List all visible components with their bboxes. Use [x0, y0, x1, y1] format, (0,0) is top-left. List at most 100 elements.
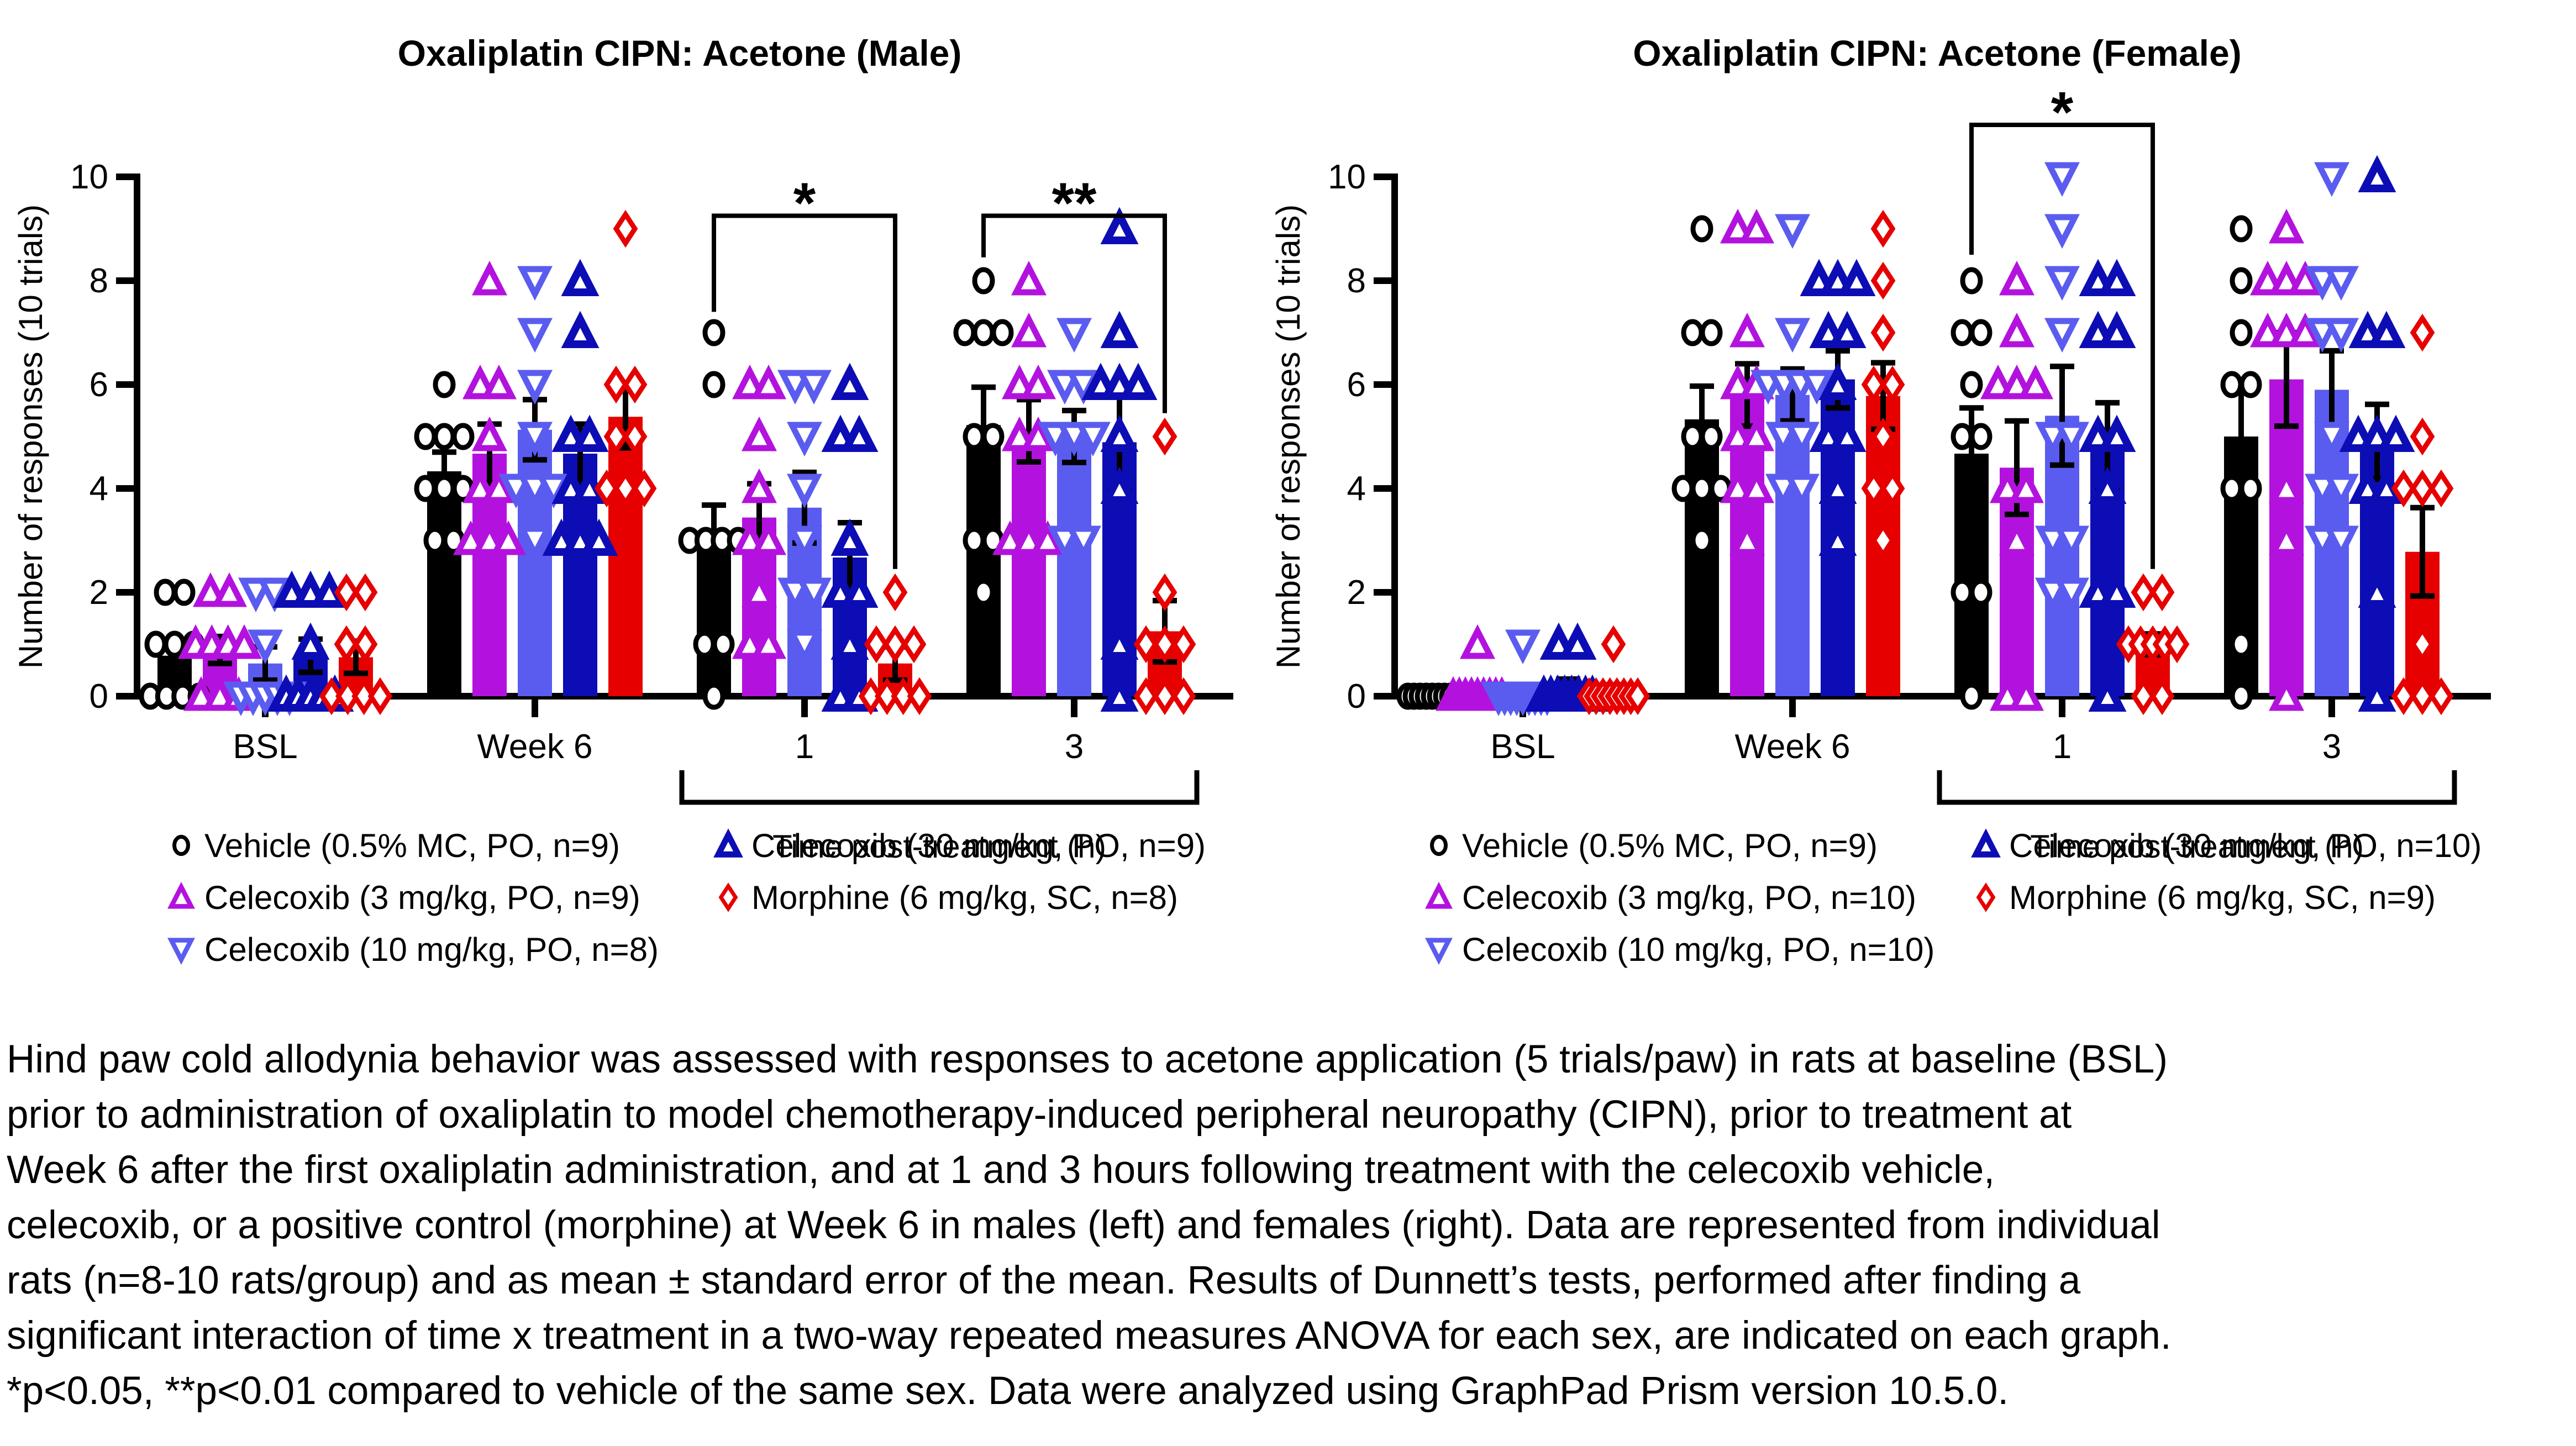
scatter-point: [1690, 215, 1713, 243]
scatter-point: [840, 570, 879, 608]
scatter-point: [2088, 466, 2127, 504]
scatter-point: [1960, 682, 1983, 710]
scatter-point: [144, 630, 167, 658]
scatter-point: [1625, 677, 1650, 716]
scatter-point: [891, 677, 916, 716]
x-axis-bracket-label: Time post-treatment (h): [772, 829, 1106, 865]
diamond-icon: [718, 882, 738, 912]
scatter-point: [2269, 468, 2304, 503]
scatter-point: [963, 527, 986, 554]
scatter-point: [2230, 630, 2253, 658]
scatter-point: [334, 573, 359, 612]
x-axis-bracket-label: Time post-treatment (h): [2030, 829, 2364, 865]
scatter-point: [830, 518, 869, 556]
scatter-point: [2288, 312, 2323, 348]
x-tick-label: BSL: [1490, 728, 1555, 766]
scatter-point: [2410, 625, 2435, 664]
legend-label: Celecoxib (10 mg/kg, PO, n=8): [204, 930, 659, 968]
scatter-point: [991, 319, 1014, 346]
scatter-point: [2288, 260, 2323, 296]
scatter-point: [972, 579, 995, 606]
scatter-point: [2367, 311, 2406, 348]
legend-label: Celecoxib (30 mg/kg, PO, n=10): [2009, 827, 2482, 864]
scatter-point: [1969, 579, 1993, 606]
scatter-point: [2239, 371, 2262, 398]
scatter-point: [353, 625, 378, 664]
circle-icon: [172, 834, 190, 856]
scatter-point: [2018, 364, 2053, 399]
legend-label: Celecoxib (30 mg/kg, PO, n=9): [751, 827, 1206, 864]
y-tick-label: 2: [90, 574, 108, 612]
bar: [1057, 437, 1091, 696]
scatter-point: [613, 469, 638, 508]
scatter-point: [858, 677, 884, 716]
y-tick-label: 8: [90, 262, 108, 300]
scatter-point: [2097, 259, 2136, 296]
significance-label: *: [2051, 80, 2074, 144]
scatter-point: [1818, 362, 1857, 400]
scatter-point: [433, 475, 456, 502]
scatter-point: [1505, 629, 1541, 665]
scatter-point: [1460, 624, 1495, 659]
scatter-point: [1999, 260, 2034, 296]
scatter-point: [334, 625, 359, 664]
scatter-point: [622, 417, 648, 456]
scatter-point: [907, 677, 932, 716]
significance-label: **: [1052, 171, 1097, 235]
triangle-up-icon: [1971, 829, 2001, 858]
scatter-group-2: [223, 266, 1111, 717]
scatter-point: [414, 475, 437, 502]
scatter-point: [702, 371, 726, 398]
scatter-point: [2149, 677, 2175, 716]
scatter-point: [2391, 677, 2416, 716]
x-tick-label: 3: [2322, 728, 2341, 766]
scatter-point: [2149, 573, 2175, 612]
scatter-point: [702, 682, 726, 710]
scatter-point: [901, 625, 927, 664]
chart-title-female: Oxaliplatin CIPN: Acetone (Female): [1633, 33, 2242, 73]
scatter-point: [882, 573, 908, 612]
scatter-point: [319, 677, 344, 716]
scatter-point: [2230, 319, 2253, 346]
scatter-point: [2044, 318, 2080, 353]
scatter-point: [2314, 422, 2349, 457]
scatter-point: [1100, 674, 1139, 712]
scatter-point: [787, 422, 822, 457]
legend-marker: [1425, 938, 1453, 965]
scatter-point: [1775, 318, 1810, 353]
scatter-point: [632, 469, 657, 508]
error-bar: [1959, 405, 1984, 502]
scatter-point: [2269, 676, 2304, 711]
scatter-point: [227, 624, 262, 659]
scatter-point: [1152, 417, 1177, 456]
scatter-point: [1690, 527, 1713, 554]
scatter-point: [2230, 682, 2253, 710]
triangle-up-icon: [713, 829, 743, 858]
scatter-point: [2054, 577, 2089, 613]
scatter-point: [248, 629, 283, 665]
scatter-point: [830, 362, 869, 400]
legend-label: Celecoxib (3 mg/kg, PO, n=9): [204, 879, 640, 916]
y-tick-label: 0: [90, 677, 108, 716]
scatter-point: [2410, 469, 2435, 508]
scatter-point: [1870, 261, 1896, 300]
scatter-point: [1828, 414, 1867, 452]
scatter-point: [1969, 423, 1993, 450]
scatter-point: [882, 625, 908, 664]
scatter-point: [561, 311, 600, 348]
legend-label: Vehicle (0.5% MC, PO, n=9): [1462, 827, 1878, 864]
scatter-point: [517, 318, 553, 353]
scatter-point: [1133, 677, 1159, 716]
scatter-point: [451, 423, 475, 450]
scatter-point: [840, 414, 879, 452]
scatter-point: [702, 319, 726, 346]
significance-bracket: [712, 213, 897, 569]
legend-item-female-2: Celecoxib (10 mg/kg, PO, n=10): [1423, 931, 1934, 968]
scatter-point: [2097, 570, 2136, 608]
scatter-point: [472, 416, 507, 451]
scatter-point: [1171, 625, 1196, 664]
scatter-point: [787, 525, 822, 561]
scatter-point: [693, 630, 716, 658]
scatter-point: [742, 468, 777, 503]
legend-marker: [167, 881, 195, 909]
